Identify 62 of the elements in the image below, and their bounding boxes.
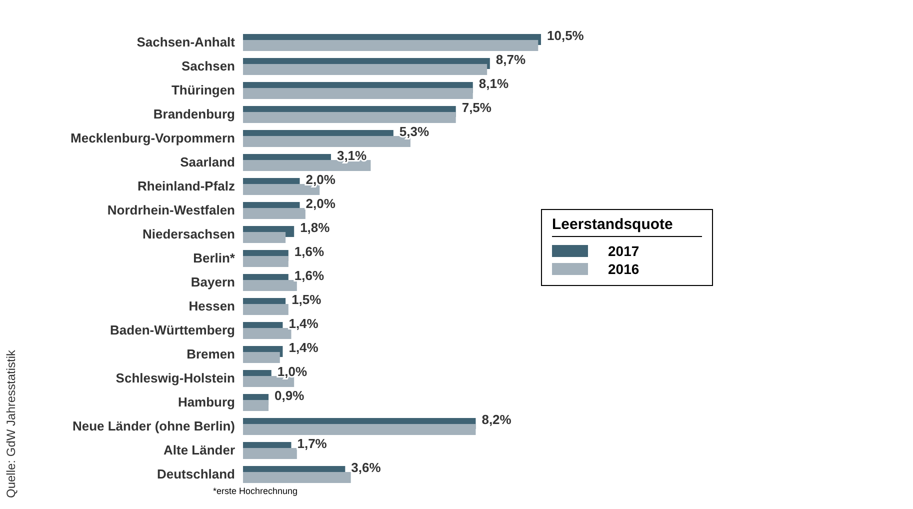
y-tick-label: Brandenburg xyxy=(153,106,236,122)
bar xyxy=(243,136,410,147)
bar xyxy=(243,280,297,291)
data-label: 2,0% xyxy=(306,172,336,187)
y-tick-label: Bremen xyxy=(186,346,236,362)
data-label: 3,6% xyxy=(351,460,382,475)
data-label: 1,5% xyxy=(292,292,322,307)
y-tick-label: Saarland xyxy=(180,154,236,170)
source-note: Quelle: GdW Jahresstatistik xyxy=(4,348,18,498)
bar xyxy=(243,64,488,75)
data-label: 5,3% xyxy=(399,124,430,139)
data-label: 8,1% xyxy=(478,76,509,91)
data-label: 7,5% xyxy=(462,100,492,115)
bar xyxy=(243,184,320,195)
data-label: 3,1% xyxy=(336,148,368,163)
bar xyxy=(243,304,288,315)
bar xyxy=(243,328,292,339)
y-tick-label: Rheinland-Pfalz xyxy=(137,178,236,194)
y-tick-label: Sachsen-Anhalt xyxy=(136,34,236,50)
data-label: 1,7% xyxy=(297,436,328,451)
data-label: 1,8% xyxy=(300,220,330,235)
legend-label: 2016 xyxy=(608,260,640,276)
y-tick-label: Hamburg xyxy=(178,394,236,410)
data-label: 0,9% xyxy=(274,388,305,403)
y-tick-label: Mecklenburg-Vorpommern xyxy=(70,130,236,146)
data-label: 8,7% xyxy=(496,52,526,67)
y-tick-label: Schleswig-Holstein xyxy=(116,370,236,386)
legend-label: 2017 xyxy=(608,242,640,258)
y-tick-label: Bayern xyxy=(190,274,236,290)
bar xyxy=(243,232,286,243)
data-label: 10,5% xyxy=(547,28,584,43)
y-tick-label: Hessen xyxy=(188,298,236,314)
data-label: 1,4% xyxy=(288,316,319,331)
data-label: 2,0% xyxy=(306,196,336,211)
data-label: 1,0% xyxy=(277,364,308,379)
y-tick-label: Alte Länder xyxy=(163,442,235,458)
y-tick-label: Thüringen xyxy=(171,82,236,98)
bar xyxy=(243,400,269,411)
y-tick-label: Niedersachsen xyxy=(142,226,236,242)
y-tick-label: Deutschland xyxy=(156,466,236,482)
bar xyxy=(243,88,473,99)
bar xyxy=(243,256,288,267)
bar xyxy=(243,352,280,363)
data-label: 1,6% xyxy=(294,244,324,259)
annotation: *erste Hochrechnung xyxy=(213,486,298,496)
y-tick-label: Nordrhein-Westfalen xyxy=(107,202,236,218)
data-label: 8,2% xyxy=(482,412,512,427)
y-tick-label: Neue Länder (ohne Berlin) xyxy=(72,418,235,434)
bar xyxy=(243,376,294,387)
bar xyxy=(243,40,538,51)
bar xyxy=(243,160,371,171)
y-tick-label: Berlin* xyxy=(193,250,236,266)
bar xyxy=(243,424,476,435)
y-tick-label: Baden-Württemberg xyxy=(110,322,236,338)
data-label: 1,6% xyxy=(294,268,324,283)
bar xyxy=(243,208,306,219)
bar xyxy=(243,472,351,483)
legend-title: Leerstandsquote xyxy=(552,216,702,236)
data-label: 1,4% xyxy=(288,340,319,355)
bar xyxy=(243,448,297,459)
y-tick-label: Sachsen xyxy=(182,58,236,74)
bar xyxy=(243,112,456,123)
